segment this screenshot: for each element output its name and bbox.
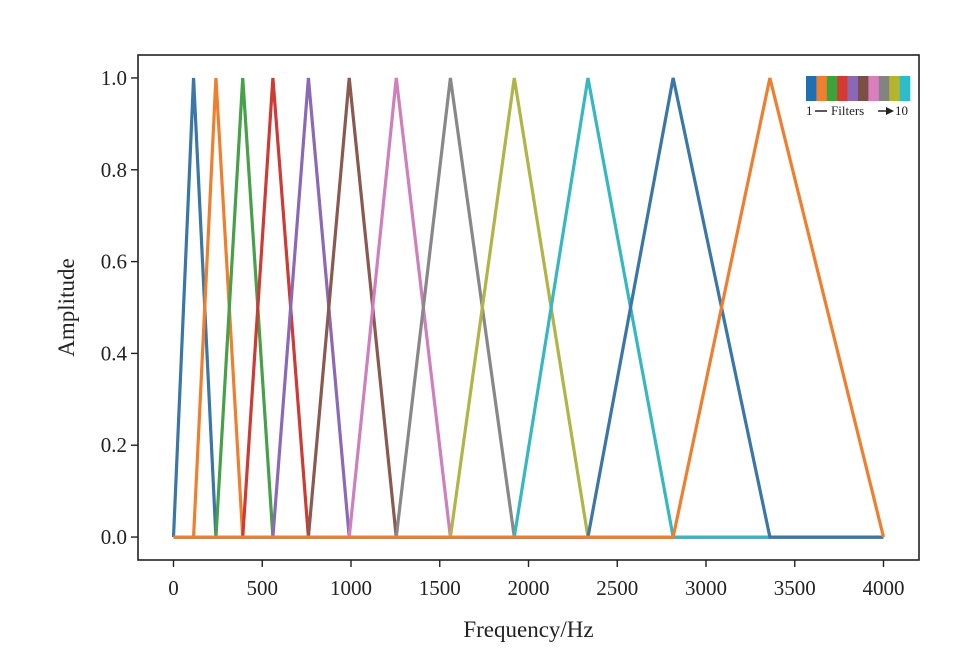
- legend-swatch-4: [837, 76, 848, 101]
- y-tick-label: 1.0: [101, 66, 127, 90]
- y-tick-label: 0.6: [101, 250, 127, 274]
- legend-swatch-9: [889, 76, 900, 101]
- y-tick-label: 0.2: [101, 433, 127, 457]
- x-tick-label: 2000: [508, 576, 550, 600]
- series-layer: [171, 77, 886, 539]
- y-tick-label: 0.8: [101, 158, 127, 182]
- legend-swatch-7: [868, 76, 880, 101]
- x-axis-label: Frequency/Hz: [463, 617, 593, 642]
- x-tick-label: 0: [168, 576, 179, 600]
- legend-swatch-2: [816, 76, 828, 101]
- plot-frame: [137, 54, 920, 561]
- legend-swatch-1: [806, 76, 817, 101]
- y-axis-label: Amplitude: [54, 258, 79, 356]
- y-tick-label: 0.4: [101, 341, 128, 365]
- x-tick-label: 500: [247, 576, 279, 600]
- x-tick-label: 1500: [419, 576, 461, 600]
- x-tick-label: 2500: [596, 576, 638, 600]
- legend-swatch-10: [899, 76, 911, 101]
- legend-swatch-3: [826, 76, 838, 101]
- x-axis: 0 500 1000 1500 2000 2500 3000 3500 4000: [168, 560, 905, 600]
- legend-end-label: 10: [895, 103, 908, 118]
- legend-arrow-icon: [886, 107, 894, 115]
- y-tick-label: 0.0: [101, 525, 127, 549]
- x-tick-label: 3500: [774, 576, 816, 600]
- x-tick-label: 4000: [863, 576, 905, 600]
- legend-middle-label: Filters: [831, 103, 864, 118]
- legend-start-label: 1: [806, 103, 813, 118]
- x-tick-label: 1000: [330, 576, 372, 600]
- x-tick-label: 3000: [685, 576, 727, 600]
- legend-swatch-5: [847, 76, 859, 101]
- legend: 1 Filters 10: [806, 76, 911, 118]
- legend-swatch-8: [878, 76, 890, 101]
- y-axis: 0.0 0.2 0.4 0.6 0.8 1.0: [101, 66, 138, 549]
- filter-series-line-12: [173, 77, 886, 539]
- legend-swatch-6: [858, 76, 869, 101]
- legend-swatches: [806, 76, 911, 101]
